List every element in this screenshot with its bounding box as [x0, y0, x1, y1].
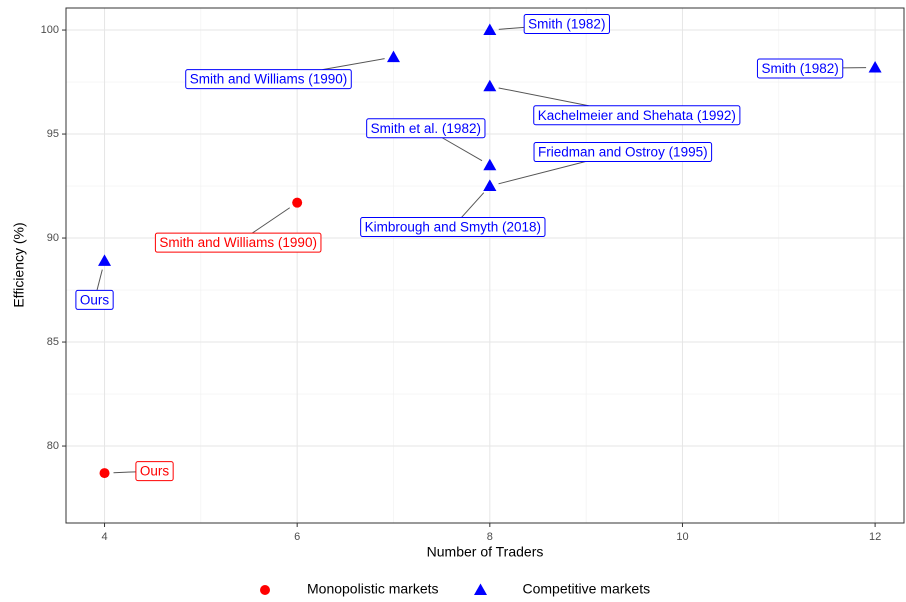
point — [386, 50, 400, 63]
y-tick-label: 80 — [47, 440, 59, 452]
label-box — [523, 14, 610, 35]
y-tick-label: 85 — [47, 336, 59, 348]
leader-line — [498, 26, 525, 30]
y-axis-label: Efficiency (%) — [11, 222, 27, 307]
leader-line — [96, 269, 103, 291]
point-label: Smith (1982) — [761, 61, 838, 76]
legend: Monopolistic markets Competitive markets — [260, 581, 650, 597]
leader-line — [251, 207, 291, 234]
label-box — [185, 69, 352, 90]
x-tick-label: 4 — [101, 531, 107, 543]
leader-line — [498, 87, 589, 107]
annotation: Ours — [75, 269, 114, 310]
annotation: Smith and Williams (1990) — [185, 58, 385, 90]
y-tick-label: 100 — [41, 24, 59, 36]
y-tick-label: 95 — [47, 128, 59, 140]
point — [868, 60, 882, 73]
annotation: Smith and Williams (1990) — [154, 207, 322, 253]
label-box — [756, 58, 844, 79]
point — [99, 468, 110, 479]
label-box — [135, 461, 174, 482]
point — [483, 79, 497, 92]
y-tick-label: 90 — [47, 232, 59, 244]
leader-line — [322, 58, 385, 71]
annotation: Smith (1982) — [498, 14, 610, 35]
legend-marker — [474, 583, 487, 595]
label-box — [360, 217, 546, 238]
point-label: Smith (1982) — [528, 17, 605, 32]
label-box — [366, 118, 486, 139]
label-box — [533, 142, 713, 163]
point — [483, 158, 497, 171]
point-label: Ours — [80, 292, 110, 307]
leader-line — [441, 137, 483, 162]
x-tick-label: 10 — [676, 531, 688, 543]
panel-border — [65, 7, 905, 524]
annotation: Ours — [113, 461, 174, 482]
marks — [98, 23, 882, 479]
annotations: Ours Smith and Williams (1990) Ours Smith a… — [75, 14, 867, 482]
point — [292, 197, 303, 208]
x-tick-label: 8 — [487, 531, 493, 543]
annotation: Friedman and Ostroy (1995) — [498, 142, 713, 185]
point-label: Kimbrough and Smyth (2018) — [365, 220, 541, 235]
annotation: Smith et al. (1982) — [366, 118, 486, 162]
plot-panel — [66, 8, 904, 523]
annotation: Kimbrough and Smyth (2018) — [360, 192, 546, 238]
point — [483, 179, 497, 192]
x-tick-label: 6 — [294, 531, 300, 543]
leader-line — [461, 192, 485, 218]
label-box — [533, 105, 741, 126]
leader-line — [113, 471, 136, 474]
point — [483, 23, 497, 36]
point-label: Kachelmeier and Shehata (1992) — [538, 108, 736, 123]
legend-label: Monopolistic markets — [307, 581, 439, 597]
label-box — [154, 232, 322, 253]
legend-label: Competitive markets — [523, 581, 651, 597]
point-label: Smith et al. (1982) — [371, 121, 481, 136]
annotation: Smith (1982) — [756, 58, 867, 79]
annotation: Kachelmeier and Shehata (1992) — [498, 87, 741, 126]
point-label: Friedman and Ostroy (1995) — [538, 145, 708, 160]
point-label: Smith and Williams (1990) — [190, 72, 348, 87]
legend-marker — [260, 585, 270, 595]
point-label: Smith and Williams (1990) — [159, 235, 317, 250]
x-axis-label: Number of Traders — [427, 544, 544, 560]
leader-line — [498, 161, 586, 185]
point-label: Ours — [140, 464, 170, 479]
point — [98, 254, 112, 266]
x-tick-label: 12 — [869, 531, 881, 543]
label-box — [75, 289, 114, 310]
